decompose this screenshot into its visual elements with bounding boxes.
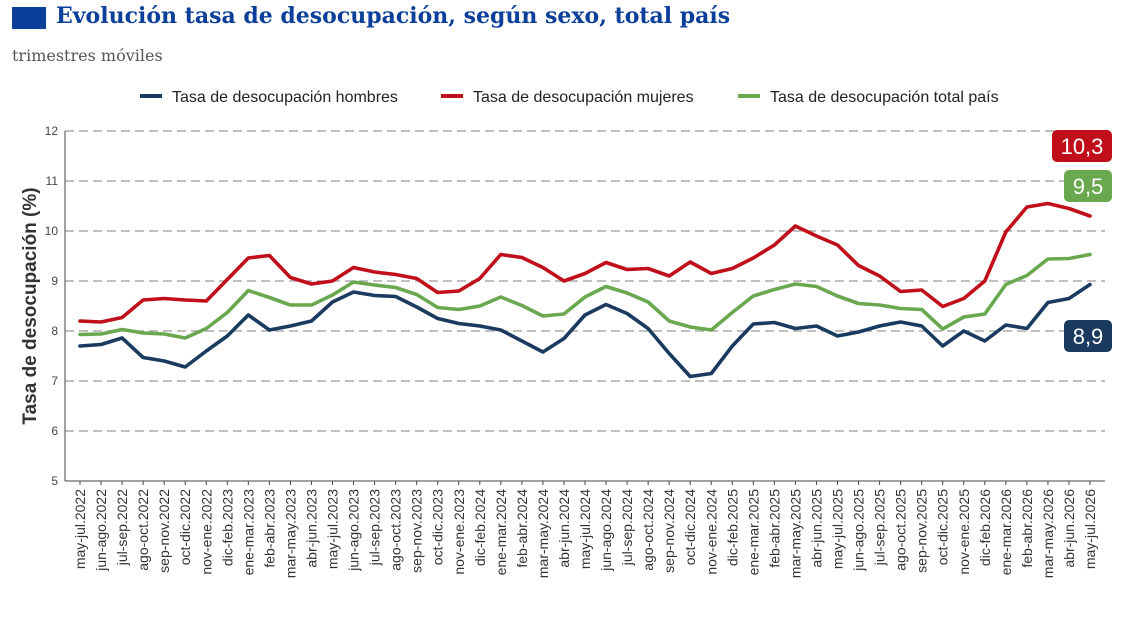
legend-label: Tasa de desocupación mujeres bbox=[473, 89, 694, 106]
x-tick-label: nov-ene.2025 bbox=[956, 489, 972, 575]
x-tick-label: jul-sep.2025 bbox=[872, 489, 888, 566]
x-tick-label: may-jul.2022 bbox=[72, 489, 88, 569]
series-line-2 bbox=[78, 252, 1092, 340]
x-tick-label: oct-dic.2025 bbox=[935, 489, 951, 565]
x-tick-label: ene-mar.2026 bbox=[998, 489, 1014, 576]
x-tick-label: ene-mar.2025 bbox=[745, 489, 761, 576]
y-tick-label: 5 bbox=[51, 474, 58, 488]
end-value-badge: 8,9 bbox=[1073, 324, 1104, 349]
x-tick-label: abr-jun.2025 bbox=[808, 489, 824, 568]
x-tick-label: dic-feb.2025 bbox=[724, 489, 740, 566]
x-tick-label: feb-abr.2025 bbox=[766, 489, 782, 568]
page-subtitle: trimestres móviles bbox=[12, 46, 163, 65]
x-tick-label: oct-dic.2023 bbox=[430, 489, 446, 565]
x-tick-label: dic-feb.2023 bbox=[219, 489, 235, 566]
x-tick-label: may-jul.2024 bbox=[577, 489, 593, 569]
x-tick-label: ago-oct.2025 bbox=[893, 489, 909, 571]
x-tick-label: jun-ago.2024 bbox=[598, 489, 614, 572]
x-tick-label: feb-abr.2023 bbox=[261, 489, 277, 568]
x-tick-label: ago-oct.2023 bbox=[388, 489, 404, 571]
legend-label: Tasa de desocupación total país bbox=[770, 89, 999, 106]
x-tick-label: may-jul.2026 bbox=[1082, 489, 1098, 569]
end-value-badge-bg bbox=[1064, 320, 1112, 352]
x-tick-label: jul-sep.2022 bbox=[114, 489, 130, 566]
series-line-1 bbox=[78, 201, 1092, 324]
x-tick-label: sep-nov.2022 bbox=[156, 489, 172, 573]
legend-label: Tasa de desocupación hombres bbox=[172, 89, 398, 106]
x-tick-label: abr-jun.2023 bbox=[303, 489, 319, 568]
end-value-badge: 10,3 bbox=[1061, 134, 1104, 159]
x-tick-label: sep-nov.2024 bbox=[661, 489, 677, 573]
y-tick-label: 7 bbox=[51, 374, 58, 388]
y-tick-label: 6 bbox=[51, 424, 58, 438]
x-tick-label: jun-ago.2022 bbox=[93, 489, 109, 572]
y-tick-label: 8 bbox=[51, 324, 58, 338]
x-tick-label: may-jul.2023 bbox=[325, 489, 341, 569]
page-title: Evolución tasa de desocupación, según se… bbox=[56, 3, 731, 29]
end-value-badge-bg bbox=[1064, 170, 1112, 202]
x-tick-label: may-jul.2025 bbox=[830, 489, 846, 569]
x-tick-label: ene-mar.2024 bbox=[493, 489, 509, 576]
x-tick-label: jun-ago.2023 bbox=[346, 489, 362, 572]
x-tick-label: ago-oct.2024 bbox=[640, 489, 656, 571]
x-tick-label: oct-dic.2022 bbox=[177, 489, 193, 565]
x-tick-label: abr-jun.2024 bbox=[556, 489, 572, 568]
x-tick-label: sep-nov.2025 bbox=[914, 489, 930, 573]
x-tick-label: mar-may.2023 bbox=[282, 489, 298, 578]
y-tick-label: 10 bbox=[45, 224, 59, 238]
x-tick-label: mar-may.2026 bbox=[1040, 489, 1056, 578]
x-tick-label: ene-mar.2023 bbox=[240, 489, 256, 576]
x-tick-label: mar-may.2025 bbox=[787, 489, 803, 578]
y-tick-label: 11 bbox=[46, 174, 59, 188]
header-color-square bbox=[12, 7, 46, 29]
y-tick-label: 9 bbox=[51, 274, 58, 288]
x-tick-label: feb-abr.2024 bbox=[514, 489, 530, 568]
series-line-0 bbox=[78, 282, 1092, 379]
x-tick-label: mar-may.2024 bbox=[535, 489, 551, 578]
end-value-badge: 9,5 bbox=[1073, 174, 1104, 199]
x-tick-label: nov-ene.2024 bbox=[703, 489, 719, 575]
x-tick-label: sep-nov.2023 bbox=[409, 489, 425, 573]
end-value-badge-bg bbox=[1052, 130, 1112, 162]
x-tick-label: feb-abr.2026 bbox=[1019, 489, 1035, 568]
x-tick-label: nov-ene.2023 bbox=[451, 489, 467, 575]
y-tick-label: 12 bbox=[45, 124, 59, 138]
x-tick-label: dic-feb.2024 bbox=[472, 489, 488, 566]
x-tick-label: nov-ene.2022 bbox=[198, 489, 214, 575]
x-tick-label: jul-sep.2024 bbox=[619, 489, 635, 566]
x-tick-label: dic-feb.2026 bbox=[977, 489, 993, 566]
y-axis-title: Tasa de desocupación (%) bbox=[20, 187, 41, 424]
x-tick-label: oct-dic.2024 bbox=[682, 489, 698, 565]
x-tick-label: ago-oct.2022 bbox=[135, 489, 151, 571]
x-tick-label: abr-jun.2026 bbox=[1061, 489, 1077, 568]
x-tick-label: jul-sep.2023 bbox=[367, 489, 383, 566]
x-tick-label: jun-ago.2025 bbox=[851, 489, 867, 572]
